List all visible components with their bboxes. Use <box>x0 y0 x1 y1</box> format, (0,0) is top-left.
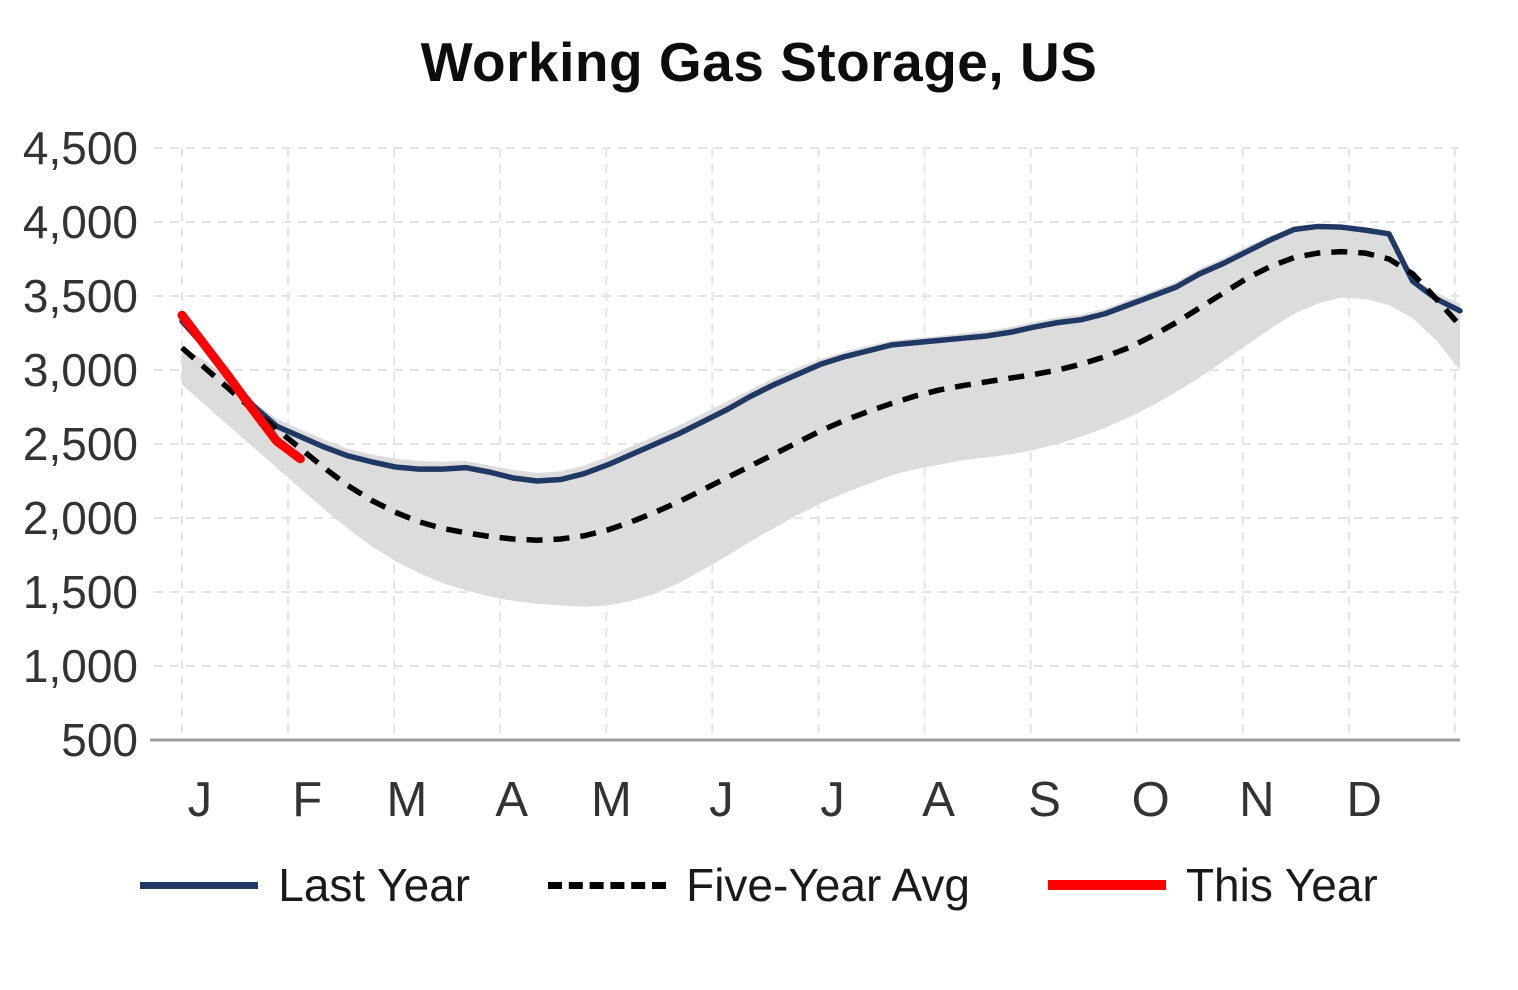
y-tick-label: 2,000 <box>23 492 138 544</box>
chart-title: Working Gas Storage, US <box>420 31 1098 93</box>
legend-item-last-year: Last Year <box>140 858 470 912</box>
y-tick-label: 2,500 <box>23 418 138 470</box>
this-year-line-swatch <box>1047 880 1166 890</box>
y-tick-label: 500 <box>61 714 138 766</box>
x-month-label: F <box>292 773 322 827</box>
y-tick-label: 4,000 <box>23 196 138 248</box>
y-tick-label: 3,000 <box>23 344 138 396</box>
x-month-label: N <box>1239 773 1274 827</box>
x-month-label: S <box>1028 773 1061 827</box>
five-year-range-band <box>182 225 1460 607</box>
legend-label-five-year-avg: Five-Year Avg <box>686 859 970 911</box>
x-month-label: D <box>1346 773 1381 827</box>
x-month-label: J <box>709 773 734 827</box>
legend-item-five-year-avg: Five-Year Avg <box>548 858 970 912</box>
x-month-label: M <box>591 773 632 827</box>
y-tick-label: 3,500 <box>23 270 138 322</box>
legend-item-this-year: This Year <box>1047 858 1378 912</box>
five-year-avg-line-swatch <box>548 881 667 889</box>
x-month-label: O <box>1132 773 1170 827</box>
x-month-label: J <box>820 773 845 827</box>
legend-label-last-year: Last Year <box>278 859 471 911</box>
y-tick-label: 4,500 <box>23 122 138 174</box>
x-month-label: M <box>387 773 428 827</box>
legend: Last Year Five-Year Avg This Year <box>0 858 1518 912</box>
x-month-label: A <box>922 773 955 827</box>
y-tick-label: 1,500 <box>23 566 138 618</box>
series-last-year <box>179 223 1463 484</box>
y-tick-label: 1,000 <box>23 640 138 692</box>
plot-svg: 500 1,000 1,500 2,000 2,500 3,000 3,500 4,000 4,… <box>23 122 1463 827</box>
x-month-label: J <box>188 773 213 827</box>
x-month-label: A <box>495 773 528 827</box>
legend-label-this-year: This Year <box>1185 859 1378 911</box>
series-this-year <box>177 310 305 464</box>
last-year-line-swatch <box>140 881 259 889</box>
